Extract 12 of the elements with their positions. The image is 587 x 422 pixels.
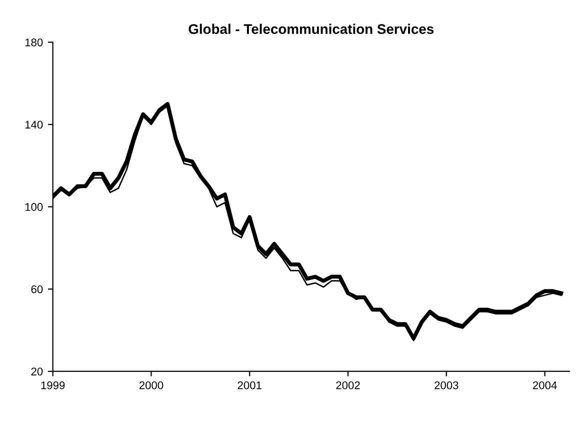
- x-tick-label: 2002: [336, 381, 360, 390]
- x-tick-label: 2000: [139, 381, 164, 390]
- y-tick-label: 180: [25, 38, 43, 46]
- chart-title: Global - Telecommunication Services: [188, 24, 434, 34]
- x-tick-label: 2001: [238, 381, 262, 390]
- y-tick-label: 140: [25, 120, 43, 129]
- x-tick-label: 2003: [434, 381, 458, 390]
- x-tick-label: 2004: [532, 381, 557, 390]
- x-tick-label: 1999: [41, 381, 65, 390]
- y-tick-label: 20: [31, 368, 43, 376]
- y-tick-label: 100: [25, 203, 43, 211]
- y-tick-label: 60: [31, 285, 43, 294]
